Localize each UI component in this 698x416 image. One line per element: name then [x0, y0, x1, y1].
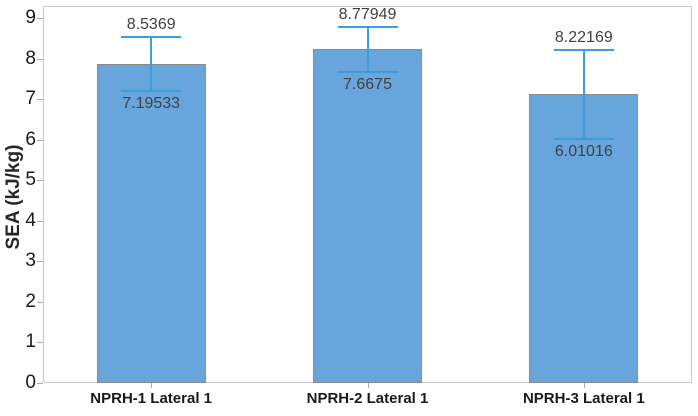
error-lower-value-3: 6.01016	[554, 143, 613, 161]
error-upper-value-2: 8.77949	[338, 5, 397, 23]
error-bar-upper-cap-1	[121, 35, 182, 38]
error-lower-value-1: 7.19533	[122, 95, 181, 113]
error-bar-lower-cap-1	[121, 90, 182, 93]
y-tick-label: 6	[25, 128, 36, 150]
x-tick-mark-2	[367, 383, 369, 388]
y-tick-label: 0	[25, 372, 36, 393]
error-bar-lower-cap-3	[553, 138, 614, 141]
y-tick-mark	[37, 261, 43, 263]
error-bar-upper-cap-2	[337, 25, 398, 28]
y-tick-label: 7	[25, 88, 36, 110]
y-tick-label: 1	[25, 331, 36, 353]
error-lower-value-2: 7.6675	[343, 76, 392, 94]
error-bar-upper-cap-3	[553, 48, 614, 51]
y-tick-mark	[37, 301, 43, 303]
y-tick-label: 8	[25, 47, 36, 69]
error-upper-value-3: 8.22169	[554, 28, 613, 46]
error-bar-line-1	[150, 36, 153, 92]
y-tick-label: 4	[25, 209, 36, 231]
x-tick-mark-1	[151, 383, 153, 388]
bar-3	[529, 94, 639, 383]
x-category-label-2: NPRH-2 Lateral 1	[306, 390, 429, 407]
bar-2	[313, 49, 422, 383]
y-tick-mark	[37, 383, 43, 384]
y-tick-mark	[37, 18, 43, 19]
y-tick-label: 2	[25, 290, 36, 312]
error-bar-lower-cap-2	[337, 71, 398, 74]
bar-1	[96, 64, 206, 383]
y-tick-mark	[37, 180, 43, 182]
error-upper-value-1: 8.5369	[126, 15, 176, 33]
y-tick-mark	[37, 342, 43, 344]
y-tick-mark	[37, 220, 43, 222]
y-axis-title: SEA (kJ/kg)	[3, 144, 24, 250]
y-tick-label: 3	[25, 250, 36, 272]
error-bar-line-3	[582, 49, 585, 140]
x-category-label-1: NPRH-1 Lateral 1	[90, 390, 213, 407]
x-category-label-3: NPRH-3 Lateral 1	[522, 390, 645, 407]
x-tick-mark-3	[583, 383, 585, 388]
error-bar-line-2	[366, 26, 369, 73]
y-tick-label: 9	[25, 7, 36, 28]
y-tick-mark	[37, 139, 43, 141]
y-tick-mark	[37, 58, 43, 60]
y-tick-label: 5	[25, 169, 36, 191]
y-tick-mark	[37, 99, 43, 101]
